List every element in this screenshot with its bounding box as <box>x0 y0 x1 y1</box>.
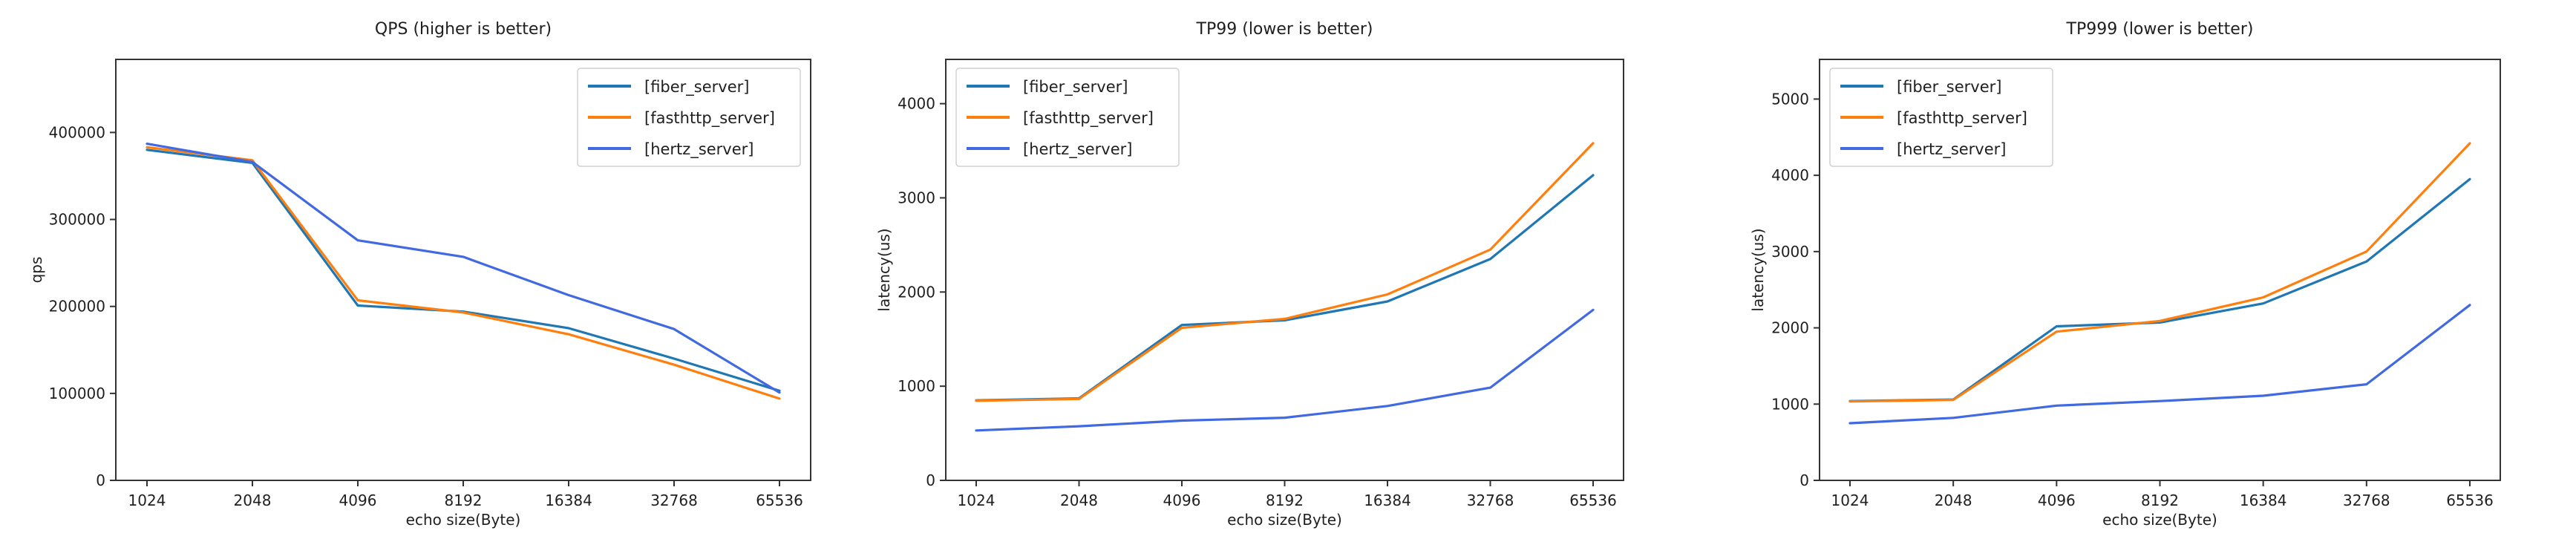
series-line-fasthttp-server <box>975 142 1595 402</box>
x-axis: 1024 2048 4096 8192 16384 32768 65536 <box>1831 480 2494 509</box>
legend-label-hertz-server: [hertz_server] <box>1023 140 1132 159</box>
legend-box <box>955 68 1180 167</box>
y-tick-label: 1000 <box>1771 395 1809 413</box>
y-tick-label: 4000 <box>1771 166 1809 184</box>
y-tick-label: 2000 <box>1771 319 1809 337</box>
y-axis-label: qps <box>27 257 45 284</box>
chart-tp99: 0 1000 2000 3000 4000 1024 2048 4096 8192 16384 32… <box>875 20 1624 529</box>
x-tick-label: 8192 <box>445 492 483 509</box>
x-tick-label: 32768 <box>650 492 698 509</box>
legend-label-hertz-server: [hertz_server] <box>644 140 753 159</box>
x-tick-label: 4096 <box>339 492 377 509</box>
x-tick-label: 8192 <box>1266 492 1304 509</box>
legend: [fiber_server] [fasthttp_server] [hertz_se… <box>955 68 1180 167</box>
chart-panel-tp999: 0 1000 2000 3000 4000 5000 1024 2048 4096 8192 163… <box>1718 0 2576 542</box>
x-axis-label: echo size(Byte) <box>2102 511 2217 529</box>
y-tick-label: 0 <box>1799 471 1809 489</box>
x-tick-label: 16384 <box>2240 492 2287 509</box>
legend-label-fasthttp-server: [fasthttp_server] <box>1023 109 1154 128</box>
x-tick-label: 2048 <box>234 492 272 509</box>
series-line-hertz-server <box>146 143 781 394</box>
series-line-fiber-server <box>975 174 1595 402</box>
y-axis: 0 100000 200000 300000 400000 <box>49 123 116 489</box>
x-tick-label: 32768 <box>2343 492 2390 509</box>
x-tick-label: 4096 <box>1163 492 1201 509</box>
y-tick-label: 0 <box>926 471 935 489</box>
y-tick-label: 4000 <box>898 95 935 113</box>
x-tick-label: 4096 <box>2038 492 2076 509</box>
chart-title: TP999 (lower is better) <box>2066 20 2254 39</box>
y-tick-label: 2000 <box>898 283 935 301</box>
series-line-fasthttp-server <box>146 146 781 400</box>
series-line-hertz-server <box>975 308 1595 432</box>
x-tick-label: 8192 <box>2141 492 2179 509</box>
y-tick-label: 3000 <box>1771 243 1809 261</box>
x-tick-label: 1024 <box>128 492 166 509</box>
y-axis-label: latency(us) <box>1749 228 1767 311</box>
legend-label-fiber-server: [fiber_server] <box>1023 78 1128 97</box>
x-axis: 1024 2048 4096 8192 16384 32768 65536 <box>128 480 803 509</box>
y-tick-label: 0 <box>96 471 105 489</box>
legend-label-fiber-server: [fiber_server] <box>644 78 749 97</box>
y-tick-label: 200000 <box>49 298 105 316</box>
chart-qps: 0 100000 200000 300000 400000 1024 2048 4096 819… <box>27 20 811 529</box>
y-tick-label: 400000 <box>49 123 105 141</box>
x-tick-label: 2048 <box>1060 492 1098 509</box>
x-tick-label: 65536 <box>756 492 803 509</box>
y-tick-label: 300000 <box>49 211 105 229</box>
series-line-fiber-server <box>146 148 781 392</box>
y-tick-label: 5000 <box>1771 90 1809 108</box>
chart-title: QPS (higher is better) <box>375 20 552 39</box>
x-tick-label: 16384 <box>1364 492 1411 509</box>
legend-box <box>577 68 801 167</box>
x-tick-label: 1024 <box>1831 492 1869 509</box>
chart-panel-qps: 0 100000 200000 300000 400000 1024 2048 4096 819… <box>0 0 859 542</box>
legend-label-fasthttp-server: [fasthttp_server] <box>1897 109 2027 128</box>
legend-label-fiber-server: [fiber_server] <box>1897 78 2001 97</box>
x-axis-label: echo size(Byte) <box>406 511 521 529</box>
x-tick-label: 65536 <box>1569 492 1617 509</box>
x-tick-label: 16384 <box>545 492 592 509</box>
series-line-fasthttp-server <box>1848 142 2471 403</box>
x-tick-label: 2048 <box>1935 492 1972 509</box>
x-tick-label: 1024 <box>958 492 996 509</box>
y-axis: 0 1000 2000 3000 4000 5000 <box>1771 90 1820 489</box>
y-tick-label: 1000 <box>898 377 935 395</box>
legend-label-hertz-server: [hertz_server] <box>1897 140 2006 159</box>
legend: [fiber_server] [fasthttp_server] [hertz_se… <box>577 68 801 167</box>
series-line-hertz-server <box>1848 304 2471 425</box>
x-tick-label: 65536 <box>2446 492 2494 509</box>
x-axis-label: echo size(Byte) <box>1227 511 1342 529</box>
legend-box <box>1829 68 2053 167</box>
x-axis: 1024 2048 4096 8192 16384 32768 65536 <box>958 480 1617 509</box>
chart-panel-tp99: 0 1000 2000 3000 4000 1024 2048 4096 8192 16384 32… <box>859 0 1718 542</box>
x-tick-label: 32768 <box>1467 492 1514 509</box>
legend: [fiber_server] [fasthttp_server] [hertz_se… <box>1829 68 2053 167</box>
y-tick-label: 100000 <box>49 385 105 402</box>
chart-tp999: 0 1000 2000 3000 4000 5000 1024 2048 4096 8192 163… <box>1749 20 2501 529</box>
series-line-fiber-server <box>1848 177 2471 402</box>
legend-label-fasthttp-server: [fasthttp_server] <box>644 109 775 128</box>
y-axis-label: latency(us) <box>875 228 893 311</box>
y-tick-label: 3000 <box>898 189 935 206</box>
y-axis: 0 1000 2000 3000 4000 <box>898 95 946 489</box>
chart-title: TP99 (lower is better) <box>1196 20 1373 39</box>
